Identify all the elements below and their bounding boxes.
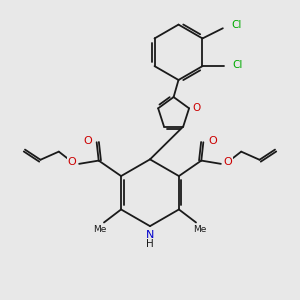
Text: O: O	[68, 157, 76, 167]
Text: O: O	[208, 136, 217, 146]
Text: H: H	[146, 239, 154, 249]
Text: Cl: Cl	[232, 20, 242, 30]
Text: N: N	[146, 230, 154, 240]
Text: O: O	[192, 103, 200, 113]
Text: Me: Me	[93, 225, 106, 234]
Text: O: O	[224, 157, 233, 167]
Text: Me: Me	[194, 225, 207, 234]
Text: O: O	[83, 136, 92, 146]
Text: Cl: Cl	[232, 60, 243, 70]
